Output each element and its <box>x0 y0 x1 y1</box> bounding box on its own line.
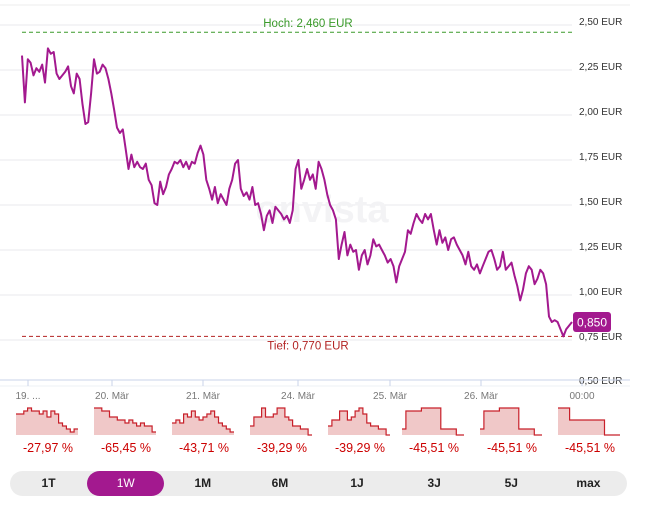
period-5j[interactable]: 5J <box>504 476 518 490</box>
change-percent: -45,51 % <box>564 441 616 455</box>
change-percent: -45,51 % <box>408 441 460 455</box>
change-percent: -39,29 % <box>334 441 386 455</box>
x-tick-label: 24. Mär <box>281 391 316 400</box>
change-percent: -65,45 % <box>100 441 152 455</box>
sparkline-6m[interactable]: -39,29 % <box>250 405 314 455</box>
sparkline-line <box>172 410 234 433</box>
change-percent: -43,71 % <box>178 441 230 455</box>
sparkline-area <box>480 408 542 435</box>
y-tick-label: 1,00 EUR <box>579 287 622 298</box>
sparkline-area <box>250 408 312 435</box>
current-price-label: 0,850 <box>577 316 607 330</box>
sparkline-1m[interactable]: -43,71 % <box>172 405 236 455</box>
sparkline-3j[interactable]: -45,51 % <box>402 405 466 455</box>
sparkline-line <box>402 407 464 436</box>
sparkline-1t[interactable]: -27,97 % <box>16 405 80 455</box>
y-tick-label: 1,50 EUR <box>579 197 622 208</box>
period-max[interactable]: max <box>576 476 601 490</box>
sparkline-area <box>558 408 620 435</box>
period-6m[interactable]: 6M <box>271 476 289 490</box>
sparkline-area <box>16 408 78 435</box>
price-chart[interactable]: 2,50 EUR 2,25 EUR 2,00 EUR 1,75 EUR 1,50 EUR… <box>0 0 647 400</box>
sparkline-max[interactable]: -45,51 % <box>558 405 622 455</box>
current-price-badge <box>573 312 611 332</box>
change-percent: -45,51 % <box>486 441 538 455</box>
x-tick-label: 19. ... <box>15 391 40 400</box>
sparkline-line <box>94 407 156 433</box>
y-tick-label: 0,50 EUR <box>579 376 622 387</box>
sparkline-1w[interactable]: -65,45 % <box>94 405 158 455</box>
y-tick-label: 2,00 EUR <box>579 107 622 118</box>
period-1w[interactable]: 1W <box>87 471 165 496</box>
period-selector: 1T 1W 1M 6M 1J 3J 5J max <box>10 471 627 496</box>
sparkline-5j[interactable]: -45,51 % <box>480 405 544 455</box>
x-tick-label: 20. Mär <box>95 391 130 400</box>
change-percent: -27,97 % <box>22 441 74 455</box>
sparkline-line <box>480 407 542 436</box>
y-tick-label: 1,25 EUR <box>579 242 622 253</box>
sparkline-line <box>328 407 390 436</box>
x-tick-label: 21. Mär <box>186 391 221 400</box>
period-1m[interactable]: 1M <box>194 476 212 490</box>
sparkline-line <box>16 407 78 433</box>
period-3j[interactable]: 3J <box>427 476 441 490</box>
y-tick-label: 0,75 EUR <box>579 332 622 343</box>
period-1t[interactable]: 1T <box>41 476 56 490</box>
period-sparklines: -27,97 % -65,45 % -43,71 % -39,29 % -39,… <box>0 405 647 465</box>
change-percent: -39,29 % <box>256 441 308 455</box>
sparkline-line <box>558 407 620 436</box>
high-label: Hoch: 2,460 EUR <box>263 18 353 30</box>
sparkline-line <box>250 407 312 436</box>
period-1j[interactable]: 1J <box>350 476 364 490</box>
x-tick-label: 25. Mär <box>373 391 408 400</box>
sparkline-area <box>402 408 464 435</box>
sparkline-1j[interactable]: -39,29 % <box>328 405 392 455</box>
x-tick-label: 26. Mär <box>464 391 499 400</box>
y-tick-label: 2,25 EUR <box>579 62 622 73</box>
x-tick-label: 00:00 <box>569 391 594 400</box>
sparkline-area <box>328 408 390 435</box>
price-line <box>21 47 573 338</box>
y-tick-label: 1,75 EUR <box>579 152 622 163</box>
y-tick-label: 2,50 EUR <box>579 17 622 28</box>
low-label: Tief: 0,770 EUR <box>267 340 348 352</box>
